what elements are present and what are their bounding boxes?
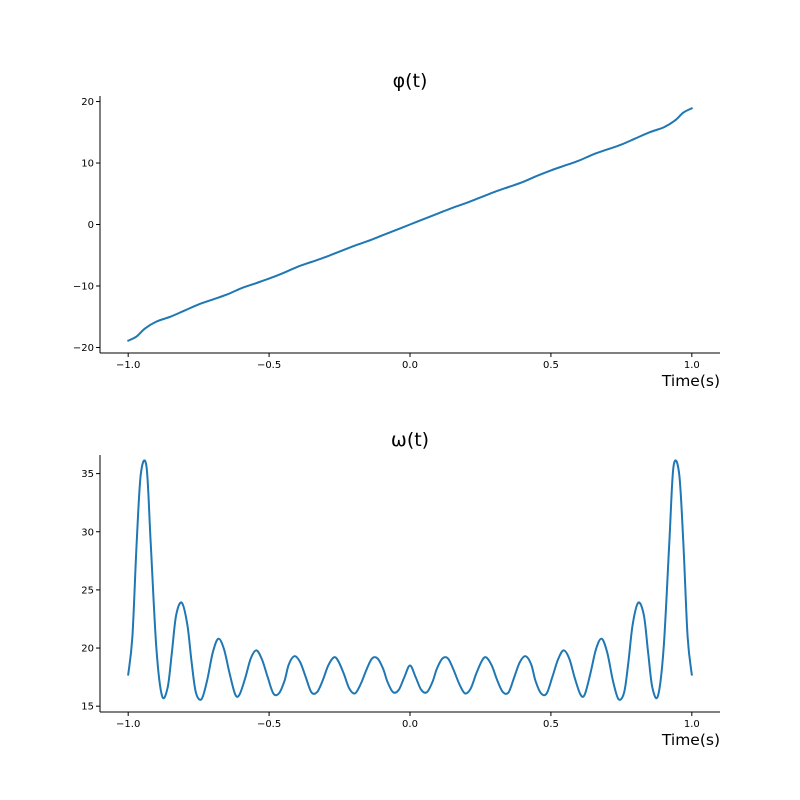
frequency-chart: ω(t) −1.0 −0.5 0.0 0.5 1.0 15 20 25 30 35 Time(s… [81, 429, 720, 749]
frequency-chart-y-tick-label: 30 [81, 527, 94, 538]
phase-chart-y-tick-label: −10 [73, 281, 94, 292]
frequency-chart-y-tick-label: 35 [81, 469, 94, 480]
frequency-chart-x-tick-label: 1.0 [684, 719, 700, 730]
phase-chart-title: φ(t) [393, 70, 428, 92]
phase-chart-x-tick-label: −0.5 [257, 360, 281, 371]
frequency-chart-x-tick-label: −1.0 [116, 719, 140, 730]
phase-chart-y-tick-label: −20 [73, 343, 94, 354]
phase-chart-x-tick-label: −1.0 [116, 360, 140, 371]
phase-chart-y-tick-label: 20 [81, 97, 94, 108]
frequency-chart-y-tick-label: 25 [81, 585, 94, 596]
frequency-chart-x-ticks: −1.0 −0.5 0.0 0.5 1.0 [116, 712, 700, 730]
phase-chart-x-tick-label: 1.0 [684, 360, 700, 371]
frequency-chart-x-tick-label: −0.5 [257, 719, 281, 730]
phase-chart-x-tick-label: 0.5 [543, 360, 559, 371]
phase-chart-x-ticks: −1.0 −0.5 0.0 0.5 1.0 [116, 353, 700, 371]
frequency-chart-series-line [127, 459, 693, 701]
frequency-chart-y-tick-label: 15 [81, 702, 94, 713]
frequency-chart-title: ω(t) [391, 429, 429, 451]
frequency-chart-x-tick-label: 0.5 [543, 719, 559, 730]
phase-chart-y-tick-label: 10 [81, 159, 94, 170]
phase-chart-x-tick-label: 0.0 [402, 360, 418, 371]
frequency-chart-x-axis-label: Time(s) [661, 731, 720, 749]
frequency-chart-y-ticks: 15 20 25 30 35 [81, 469, 100, 713]
phase-chart-y-tick-label: 0 [88, 220, 94, 231]
frequency-chart-x-tick-label: 0.0 [402, 719, 418, 730]
phase-chart-x-axis-label: Time(s) [661, 372, 720, 390]
frequency-chart-y-tick-label: 20 [81, 644, 94, 655]
phase-chart: φ(t) −1.0 −0.5 0.0 0.5 1.0 −20 −10 0 10 20 Time(… [73, 70, 720, 390]
phase-chart-series-line [127, 107, 693, 342]
phase-chart-y-ticks: −20 −10 0 10 20 [73, 97, 100, 354]
